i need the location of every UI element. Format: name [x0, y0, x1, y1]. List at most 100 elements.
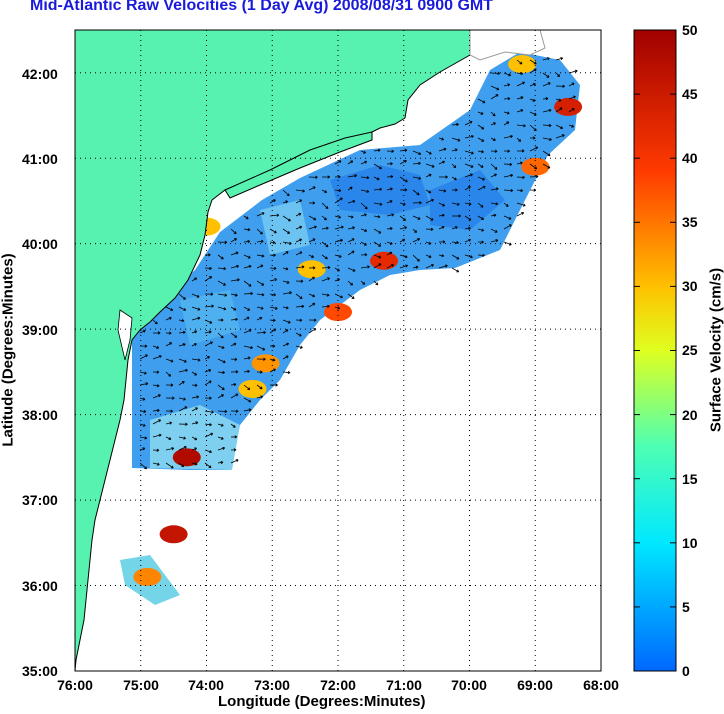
- velocity-vector: [334, 238, 343, 243]
- velocity-vector: [490, 111, 496, 117]
- velocity-vector: [243, 384, 251, 391]
- velocity-vector: [321, 189, 328, 193]
- velocity-vector: [269, 199, 276, 204]
- velocity-vector: [477, 202, 484, 208]
- velocity-vector: [256, 306, 264, 310]
- velocity-vector: [516, 202, 526, 207]
- velocity-vector: [256, 330, 266, 335]
- velocity-vector: [321, 304, 330, 308]
- velocity-vector: [438, 254, 445, 258]
- velocity-vector: [282, 267, 289, 271]
- velocity-vector: [412, 150, 422, 156]
- velocity-vector: [243, 397, 252, 403]
- land-delmarva-gap: [117, 309, 133, 361]
- velocity-vector: [464, 186, 471, 191]
- velocity-vector: [568, 124, 575, 128]
- velocity-vector: [139, 329, 146, 334]
- velocity-vector: [451, 122, 459, 127]
- velocity-vector: [178, 330, 186, 334]
- velocity-vector: [308, 175, 318, 179]
- velocity-vector: [490, 85, 500, 91]
- velocity-vector: [516, 124, 526, 128]
- velocity-vector: [204, 253, 211, 257]
- velocity-vector: [152, 448, 160, 452]
- velocity-vector: [191, 395, 200, 399]
- velocity-vector: [347, 280, 354, 286]
- velocity-vector: [295, 304, 305, 309]
- colorbar-tick: 45: [682, 86, 698, 102]
- velocity-vector: [243, 408, 252, 412]
- velocity-vector: [555, 124, 564, 130]
- velocity-vector: [386, 200, 393, 204]
- velocity-vector: [217, 394, 224, 399]
- velocity-vector: [412, 215, 421, 220]
- velocity-vector: [191, 306, 201, 311]
- velocity-vector: [243, 264, 252, 269]
- velocity-hotspot: [324, 303, 352, 322]
- velocity-vector: [321, 175, 331, 179]
- velocity-vector: [178, 293, 186, 300]
- velocity-vector: [230, 342, 237, 347]
- land-mainland: [75, 30, 471, 671]
- velocity-vector: [165, 358, 174, 363]
- velocity-vector: [165, 436, 172, 441]
- velocity-vector: [360, 253, 368, 257]
- velocity-vector: [412, 176, 422, 180]
- velocity-vector: [373, 241, 382, 247]
- velocity-vector: [191, 436, 198, 441]
- velocity-vector: [204, 423, 212, 427]
- velocity-vector: [204, 304, 214, 308]
- velocity-vector: [217, 293, 228, 297]
- y-tick: 35:00: [22, 663, 58, 679]
- velocity-vector: [178, 358, 187, 363]
- velocity-vector: [490, 173, 497, 178]
- y-tick: 39:00: [22, 322, 58, 338]
- velocity-vector: [308, 293, 316, 298]
- colorbar-tick: 35: [682, 214, 698, 230]
- velocity-vector: [490, 149, 498, 153]
- velocity-vector: [243, 291, 253, 296]
- velocity-vector: [386, 213, 395, 217]
- velocity-vector: [477, 253, 485, 258]
- velocity-vector: [243, 329, 252, 334]
- velocity-vector: [490, 213, 497, 217]
- velocity-vector: [477, 150, 484, 154]
- velocity-vector: [373, 228, 382, 234]
- velocity-vector: [308, 254, 315, 258]
- velocity-vector: [438, 264, 448, 269]
- velocity-vector: [204, 356, 211, 360]
- velocity-vector: [516, 211, 525, 217]
- velocity-vector: [412, 161, 421, 166]
- velocity-vector: [425, 254, 432, 259]
- velocity-vector: [451, 267, 460, 273]
- velocity-vector: [503, 173, 514, 178]
- velocity-vector: [477, 240, 484, 244]
- velocity-vector: [321, 254, 328, 260]
- velocity-vector: [347, 267, 356, 272]
- velocity-vector: [308, 318, 317, 322]
- velocity-vector: [139, 344, 148, 348]
- velocity-vector: [152, 354, 162, 360]
- velocity-field: [132, 52, 580, 470]
- x-tick: 76:00: [57, 677, 93, 693]
- velocity-vector: [490, 239, 499, 243]
- velocity-vector: [217, 345, 225, 349]
- velocity-vector: [425, 198, 434, 204]
- velocity-vector: [516, 175, 525, 180]
- velocity-vector: [191, 293, 200, 298]
- velocity-vector: [191, 316, 201, 321]
- velocity-vector: [178, 462, 185, 468]
- velocity-vector: [503, 134, 513, 139]
- velocity-vector: [503, 97, 511, 101]
- colorbar-tick: 0: [682, 663, 690, 679]
- velocity-vector: [295, 238, 303, 243]
- velocity-vector: [477, 176, 485, 181]
- velocity-vector: [178, 422, 188, 426]
- velocity-vector: [516, 137, 522, 142]
- velocity-vector: [425, 189, 432, 194]
- velocity-vector: [295, 279, 304, 283]
- velocity-vector: [256, 345, 266, 351]
- velocity-vector: [347, 293, 355, 299]
- velocity-vector: [542, 97, 549, 101]
- velocity-vector: [295, 199, 303, 204]
